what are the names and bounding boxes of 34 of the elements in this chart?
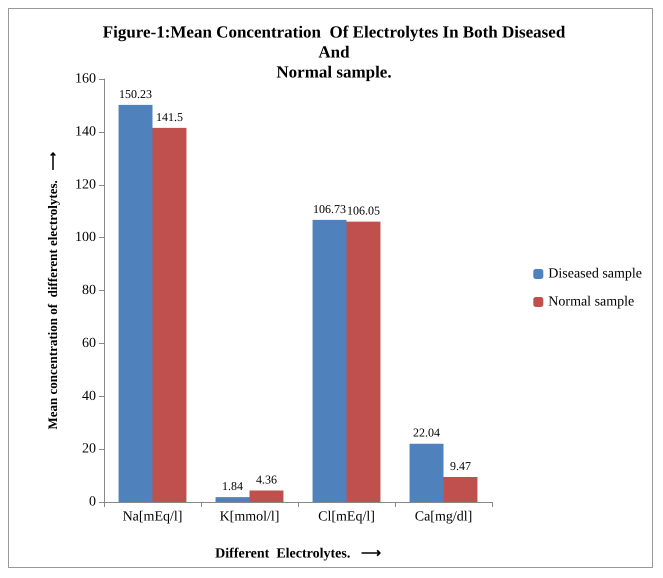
bar <box>216 497 250 502</box>
x-tick-label: Ca[mg/dl] <box>414 510 472 524</box>
bar <box>410 444 444 502</box>
legend-label: Diseased sample <box>548 266 642 282</box>
bar <box>312 220 346 502</box>
legend-label: Normal sample <box>548 294 634 310</box>
data-label: 106.05 <box>346 204 380 218</box>
x-tick-label: K[mmol/l] <box>220 510 280 524</box>
chart-title: Figure-1:Mean Concentration Of Electrolytes In Both Diseased And Normal sample. <box>102 22 566 82</box>
y-axis-title: Mean concentration of different electrolytes. ⟶ <box>45 151 60 430</box>
y-tick-label: 60 <box>82 336 96 351</box>
x-tick-label: Cl[mEq/l] <box>318 510 375 524</box>
x-tick-label: Na[mEq/l] <box>122 510 182 524</box>
bar <box>118 104 152 502</box>
y-tick-label: 160 <box>75 72 96 86</box>
data-label: 141.5 <box>156 110 183 124</box>
bar <box>444 476 478 502</box>
bar <box>250 490 284 502</box>
data-label: 9.47 <box>450 458 471 473</box>
y-tick-label: 20 <box>82 442 96 457</box>
y-tick-label: 100 <box>75 230 96 246</box>
bar <box>346 222 380 502</box>
data-label: 1.84 <box>222 479 244 494</box>
y-tick-label: 140 <box>75 124 96 140</box>
data-label: 4.36 <box>256 472 277 486</box>
data-label: 150.23 <box>119 86 152 101</box>
y-tick-label: 120 <box>75 177 96 192</box>
data-label: 106.73 <box>313 202 346 216</box>
y-tick-label: 40 <box>82 388 96 404</box>
bar <box>152 128 186 502</box>
y-tick-label: 80 <box>82 283 96 298</box>
x-axis-title: Different Electrolytes. ⟶ <box>215 546 381 562</box>
data-label: 22.04 <box>413 426 440 440</box>
y-tick-label: 0 <box>89 494 96 510</box>
